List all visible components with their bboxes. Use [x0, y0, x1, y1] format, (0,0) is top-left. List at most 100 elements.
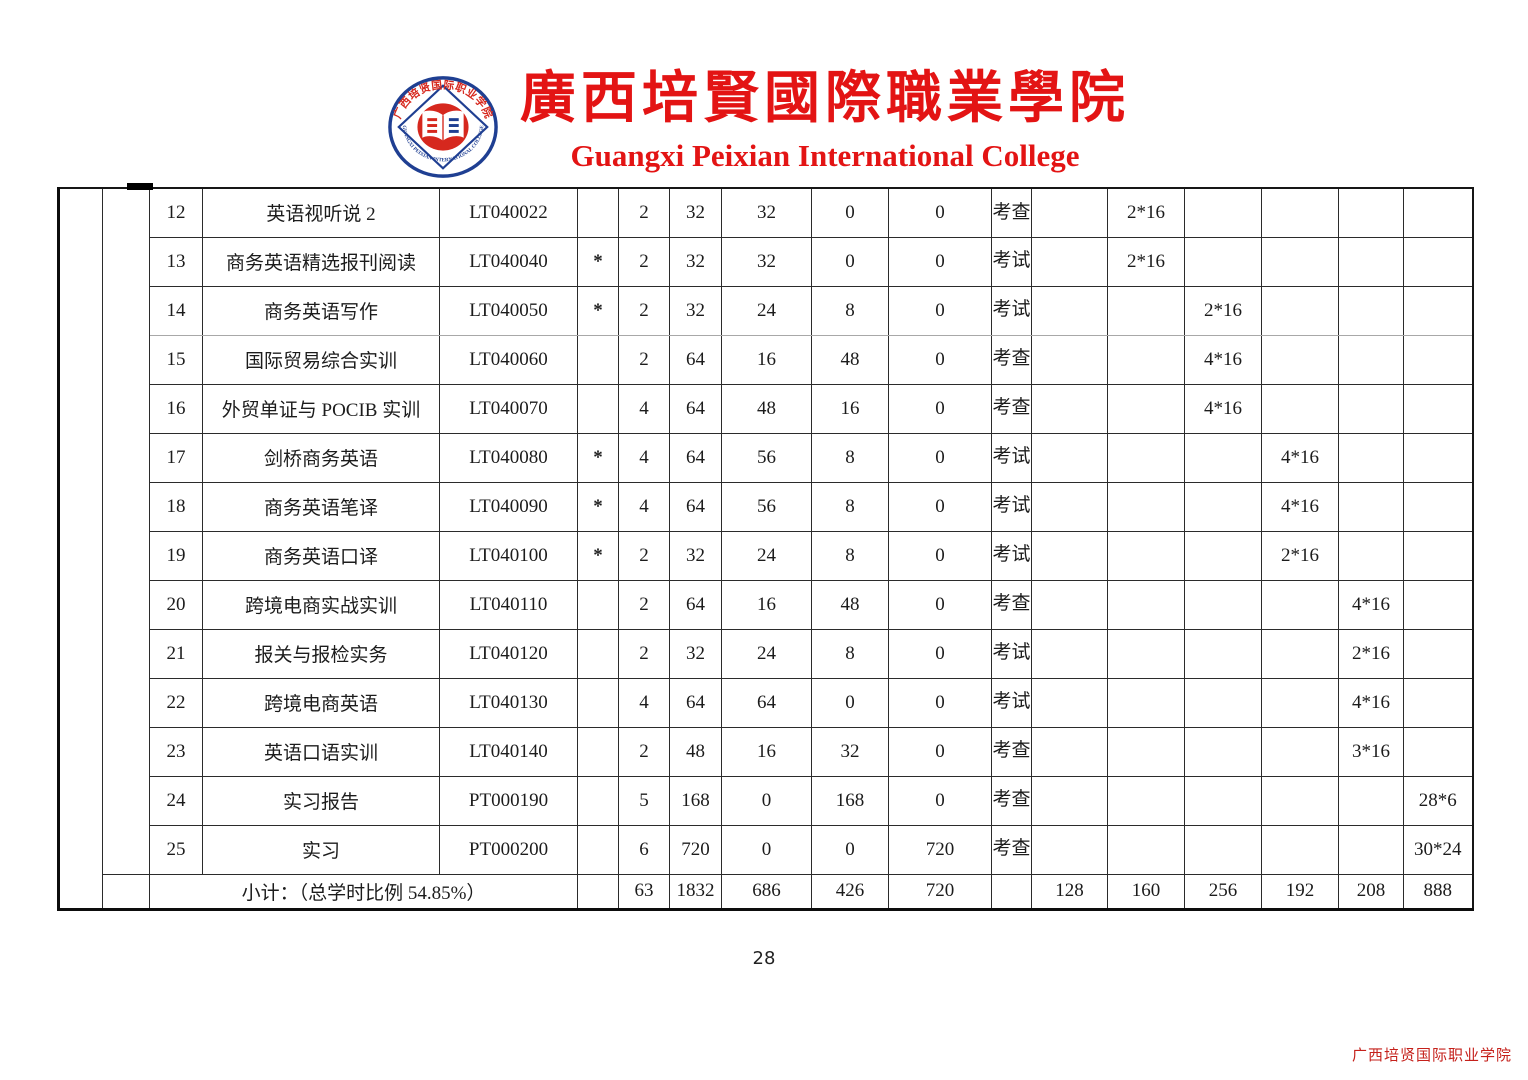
cell-total-hours: 64 [669, 432, 722, 483]
subtotal-theory-hours: 686 [721, 873, 812, 910]
cell-sem6: 30*24 [1403, 824, 1473, 875]
cell-sem5 [1338, 236, 1404, 287]
cell-star: * [577, 285, 619, 336]
cell-exam-type: 考试 [991, 530, 1032, 581]
cell-course-code: LT040022 [439, 187, 578, 238]
cell-credits: 4 [618, 432, 670, 483]
table-row: 16 外贸单证与 POCIB 实训 LT040070 4 64 48 16 0 考查 4*16 [59, 383, 1473, 434]
cell-theory-hours: 24 [721, 285, 812, 336]
cell-sem2 [1107, 726, 1185, 777]
cell-course-code: LT040050 [439, 285, 578, 336]
cell-sem1 [1031, 726, 1108, 777]
cell-internship-hours: 720 [888, 824, 992, 875]
cell-sem3 [1184, 481, 1262, 532]
cell-exam-type: 考查 [991, 579, 1032, 630]
subtotal-sem6: 888 [1403, 873, 1473, 910]
cell-sem5 [1338, 824, 1404, 875]
table-row: 12 英语视听说 2 LT040022 2 32 32 0 0 考查 2*16 [58, 187, 1473, 910]
cell-exam-type: 考试 [991, 236, 1032, 287]
subtotal-sem3: 256 [1184, 873, 1262, 910]
cell-exam-type: 考查 [991, 187, 1032, 238]
cell-star [577, 383, 619, 434]
cell-course-code: LT040070 [439, 383, 578, 434]
cell-course-name: 外贸单证与 POCIB 实训 [202, 383, 440, 434]
cell-no: 19 [149, 530, 203, 581]
cell-internship-hours: 0 [888, 383, 992, 434]
cell-theory-hours: 16 [721, 334, 812, 385]
cell-star: * [577, 530, 619, 581]
cell-sem6 [1403, 383, 1473, 434]
cell-course-code: PT000200 [439, 824, 578, 875]
cell-internship-hours: 0 [888, 236, 992, 287]
cell-sem6 [1403, 285, 1473, 336]
cell-category-1 [58, 187, 103, 910]
cell-sem1 [1031, 383, 1108, 434]
cell-credits: 2 [618, 187, 670, 238]
cell-course-name: 商务英语笔译 [202, 481, 440, 532]
cell-internship-hours: 0 [888, 285, 992, 336]
cell-theory-hours: 24 [721, 628, 812, 679]
cell-course-name: 跨境电商英语 [202, 677, 440, 728]
cell-sem3 [1184, 677, 1262, 728]
cell-star: * [577, 236, 619, 287]
cell-no: 21 [149, 628, 203, 679]
cell-course-code: LT040040 [439, 236, 578, 287]
cell-star [577, 187, 619, 238]
cell-exam-type: 考查 [991, 334, 1032, 385]
cell-sem2: 2*16 [1107, 187, 1185, 238]
table-row: 14 商务英语写作 LT040050 * 2 32 24 8 0 考试 2*16 [59, 285, 1473, 336]
cell-credits: 2 [618, 579, 670, 630]
cell-no: 17 [149, 432, 203, 483]
cell-sem3 [1184, 628, 1262, 679]
page-number: 28 [752, 948, 776, 969]
cell-exam-type: 考试 [991, 677, 1032, 728]
cell-exam-type: 考查 [991, 726, 1032, 777]
cell-sem3 [1184, 236, 1262, 287]
subtotal-sem1: 128 [1031, 873, 1108, 910]
cell-practice-hours: 0 [811, 824, 889, 875]
cell-theory-hours: 0 [721, 775, 812, 826]
cell-sem1 [1031, 677, 1108, 728]
cell-sem5 [1338, 187, 1404, 238]
cell-theory-hours: 16 [721, 726, 812, 777]
subtotal-row: 小计：（总学时比例 54.85%） 63 1832 686 426 720 128 160 25… [59, 873, 1473, 910]
cell-credits: 2 [618, 334, 670, 385]
table-row: 23 英语口语实训 LT040140 2 48 16 32 0 考查 3*16 [59, 726, 1473, 777]
cell-sem6 [1403, 530, 1473, 581]
cell-sem3 [1184, 726, 1262, 777]
table-row: 25 实习 PT000200 6 720 0 0 720 考查 30*24 [59, 824, 1473, 875]
cell-internship-hours: 0 [888, 481, 992, 532]
cell-course-name: 英语视听说 2 [202, 187, 440, 238]
college-title-zh: 廣西培賢國際職業學院 [520, 65, 1130, 131]
cell-course-name: 剑桥商务英语 [202, 432, 440, 483]
cell-exam-type: 考查 [991, 383, 1032, 434]
table-row: 20 跨境电商实战实训 LT040110 2 64 16 48 0 考查 4*16 [59, 579, 1473, 630]
cell-star [577, 873, 619, 910]
curriculum-table: 12 英语视听说 2 LT040022 2 32 32 0 0 考查 2*16 13 商务英语精选报刊… [57, 187, 1474, 911]
cell-theory-hours: 56 [721, 481, 812, 532]
table-row: 15 国际贸易综合实训 LT040060 2 64 16 48 0 考查 4*16 [59, 334, 1473, 385]
cell-theory-hours: 56 [721, 432, 812, 483]
footer-college-name: 广西培贤国际职业学院 [1351, 1046, 1512, 1064]
table-row: 19 商务英语口译 LT040100 * 2 32 24 8 0 考试 2*16 [59, 530, 1473, 581]
cell-practice-hours: 48 [811, 579, 889, 630]
cell-no: 25 [149, 824, 203, 875]
cell-sem4 [1261, 726, 1339, 777]
cell-course-code: LT040060 [439, 334, 578, 385]
cell-credits: 4 [618, 677, 670, 728]
cell-sem2 [1107, 628, 1185, 679]
cell-sem3 [1184, 775, 1262, 826]
curriculum-table-body: 12 英语视听说 2 LT040022 2 32 32 0 0 考查 2*16 13 商务英语精选报刊… [58, 187, 1473, 910]
cell-course-name: 国际贸易综合实训 [202, 334, 440, 385]
cell-sem6 [1403, 579, 1473, 630]
table-row: 17 剑桥商务英语 LT040080 * 4 64 56 8 0 考试 4*16 [59, 432, 1473, 483]
cell-internship-hours: 0 [888, 187, 992, 238]
cell-internship-hours: 0 [888, 530, 992, 581]
cell-star [577, 677, 619, 728]
table-row: 22 跨境电商英语 LT040130 4 64 64 0 0 考试 4*16 [59, 677, 1473, 728]
cell-exam-type: 考试 [991, 285, 1032, 336]
cell-course-code: LT040140 [439, 726, 578, 777]
table-row: 21 报关与报检实务 LT040120 2 32 24 8 0 考试 2*16 [59, 628, 1473, 679]
cell-sem5 [1338, 530, 1404, 581]
table-row: 18 商务英语笔译 LT040090 * 4 64 56 8 0 考试 4*16 [59, 481, 1473, 532]
